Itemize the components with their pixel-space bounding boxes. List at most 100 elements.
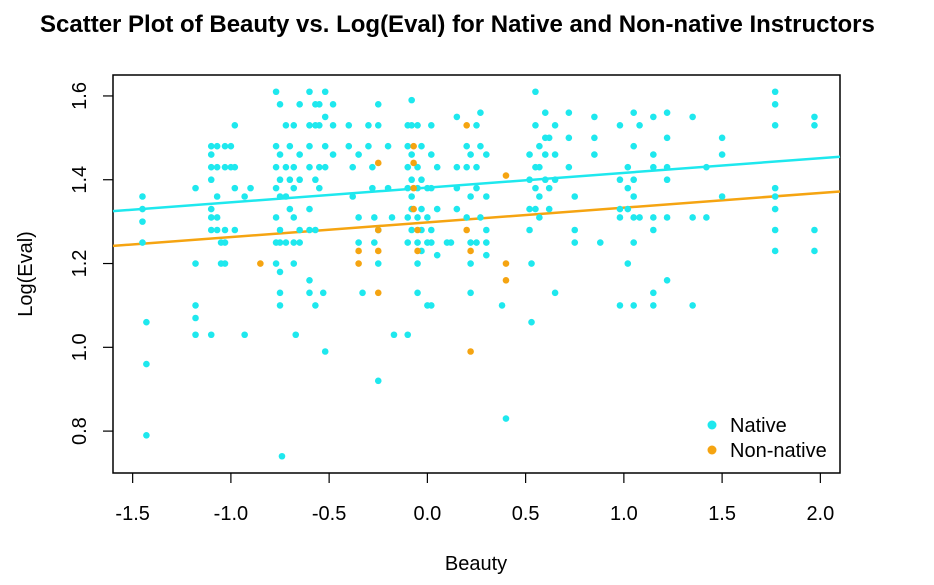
point-native: [319, 289, 327, 297]
point-native: [771, 88, 779, 96]
point-native: [483, 239, 490, 246]
point-native: [306, 289, 313, 297]
point-native: [272, 214, 280, 221]
point-native: [192, 184, 199, 192]
point-native: [414, 289, 421, 297]
point-native: [272, 184, 280, 192]
point-native: [213, 226, 221, 234]
y-axis: 0.8 1.0 1.2 1.4 1.6: [69, 82, 113, 445]
point-native: [536, 163, 543, 171]
point-native: [276, 289, 284, 297]
point-native: [545, 134, 553, 142]
point-native: [349, 193, 357, 200]
point-native: [428, 184, 435, 192]
point-native: [636, 214, 643, 221]
point-native: [477, 142, 484, 150]
point-native: [192, 314, 199, 322]
point-native: [371, 214, 378, 221]
point-non-native: [257, 260, 264, 267]
x-tick-label: 0.0: [413, 503, 441, 525]
point-native: [663, 214, 671, 221]
fit-line-non-native: [112, 190, 841, 248]
point-non-native: [410, 142, 417, 150]
point-native: [296, 176, 303, 184]
point-native: [404, 184, 412, 192]
point-native: [526, 226, 533, 234]
point-native: [296, 151, 303, 158]
point-native: [296, 101, 303, 108]
y-tick-label: 0.8: [69, 417, 91, 445]
point-native: [689, 113, 696, 121]
point-non-native: [463, 226, 470, 234]
point-native: [143, 360, 150, 368]
point-native: [463, 142, 470, 150]
point-non-native: [410, 159, 417, 167]
point-native: [384, 184, 392, 192]
point-native: [477, 214, 484, 221]
point-native: [408, 193, 415, 200]
point-native: [689, 302, 696, 309]
point-native: [630, 193, 637, 200]
point-native: [213, 193, 221, 200]
point-native: [408, 176, 415, 184]
point-native: [192, 331, 199, 339]
point-native: [369, 184, 376, 192]
point-native: [221, 142, 229, 150]
point-native: [312, 176, 319, 184]
point-native: [811, 121, 818, 129]
point-native: [624, 163, 632, 171]
point-native: [453, 163, 461, 171]
legend-marker-non-native: [707, 445, 717, 455]
point-native: [290, 121, 298, 129]
point-native: [663, 176, 671, 184]
point-native: [286, 176, 294, 184]
point-native: [408, 151, 415, 158]
point-native: [650, 214, 657, 221]
point-native: [551, 121, 559, 129]
point-native: [630, 239, 637, 246]
point-non-native: [467, 348, 474, 355]
point-native: [321, 113, 329, 121]
point-native: [650, 151, 657, 158]
point-native: [207, 205, 215, 213]
point-native: [463, 163, 470, 171]
point-native: [349, 163, 357, 171]
point-native: [536, 142, 543, 150]
point-native: [408, 121, 415, 129]
point-native: [663, 163, 671, 171]
point-native: [306, 276, 313, 284]
legend: Native Non-native: [707, 415, 827, 462]
point-native: [213, 163, 221, 171]
point-native: [276, 193, 284, 200]
point-native: [650, 163, 657, 171]
point-native: [276, 226, 284, 234]
point-native: [404, 239, 412, 246]
point-native: [528, 260, 535, 267]
point-native: [369, 163, 376, 171]
point-native: [231, 184, 239, 192]
point-native: [502, 415, 510, 422]
point-native: [650, 302, 657, 309]
point-native: [718, 134, 726, 142]
point-native: [718, 151, 726, 158]
point-native: [528, 318, 535, 326]
point-native: [467, 151, 474, 158]
point-native: [329, 151, 337, 158]
point-native: [453, 113, 461, 121]
point-native: [526, 176, 533, 184]
point-native: [231, 121, 239, 129]
point-native: [286, 205, 294, 213]
point-native: [306, 163, 313, 171]
point-native: [551, 289, 559, 297]
x-axis: -1.5 -1.0 -0.5 0.0 0.5 1.0 1.5 2.0: [115, 472, 834, 525]
point-native: [565, 109, 573, 117]
point-native: [312, 302, 319, 309]
point-native: [231, 226, 239, 234]
point-native: [404, 214, 412, 221]
point-native: [207, 214, 215, 221]
point-native: [316, 163, 323, 171]
point-native: [321, 163, 329, 171]
point-non-native: [374, 289, 382, 297]
point-native: [292, 331, 300, 339]
